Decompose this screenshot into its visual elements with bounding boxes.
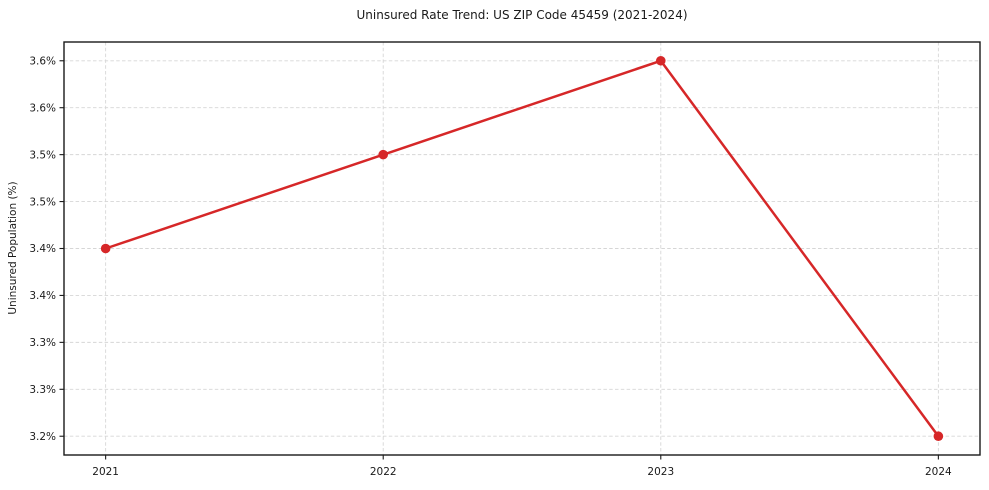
trend-line — [104, 59, 940, 438]
y-tick-label: 3.3% — [29, 337, 56, 349]
data-point-2024 — [933, 431, 944, 442]
x-tick-label: 2022 — [370, 466, 397, 478]
x-tick-label: 2023 — [647, 466, 674, 478]
y-tick-label: 3.6% — [29, 102, 56, 114]
y-tick-label: 3.3% — [29, 384, 56, 396]
y-tick-label: 3.2% — [29, 431, 56, 443]
x-tick-label: 2024 — [925, 466, 952, 478]
y-tick-label: 3.4% — [29, 243, 56, 255]
chart-title: Uninsured Rate Trend: US ZIP Code 45459 … — [356, 8, 688, 22]
y-tick-label: 3.6% — [29, 55, 56, 67]
y-tick-label: 3.5% — [29, 196, 56, 208]
data-point-2021 — [100, 243, 111, 254]
x-tick-label: 2021 — [92, 466, 119, 478]
y-tick-label: 3.5% — [29, 149, 56, 161]
data-point-2023 — [655, 55, 666, 66]
data-point-2022 — [378, 149, 389, 160]
y-tick-label: 3.4% — [29, 290, 56, 302]
